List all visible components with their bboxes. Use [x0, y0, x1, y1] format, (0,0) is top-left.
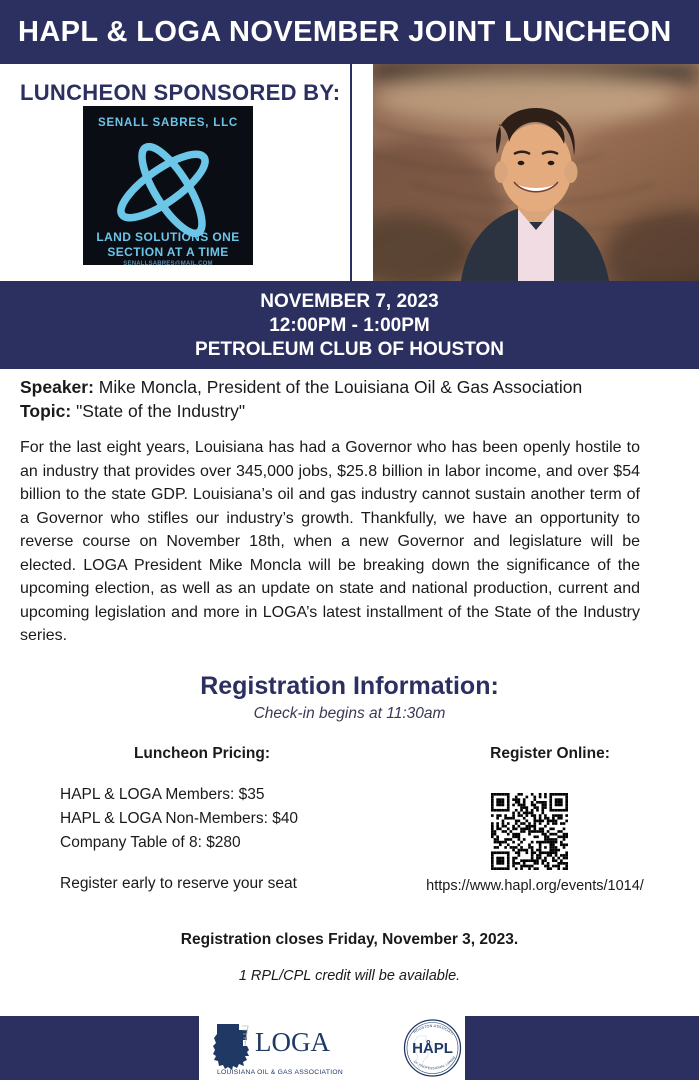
svg-text:SENALL SABRES, LLC: SENALL SABRES, LLC	[98, 117, 238, 129]
svg-text:LOGA: LOGA	[255, 1027, 330, 1057]
svg-text:HÅPL: HÅPL	[412, 1040, 453, 1057]
svg-text:LAND SOLUTIONS ONE: LAND SOLUTIONS ONE	[96, 230, 239, 244]
svg-text:SECTION AT A TIME: SECTION AT A TIME	[107, 245, 228, 259]
svg-text:LOUISIANA OIL & GAS ASSOCIATIO: LOUISIANA OIL & GAS ASSOCIATION	[217, 1069, 343, 1076]
svg-text:SENALLSABRES@MAIL.COM: SENALLSABRES@MAIL.COM	[123, 261, 212, 265]
